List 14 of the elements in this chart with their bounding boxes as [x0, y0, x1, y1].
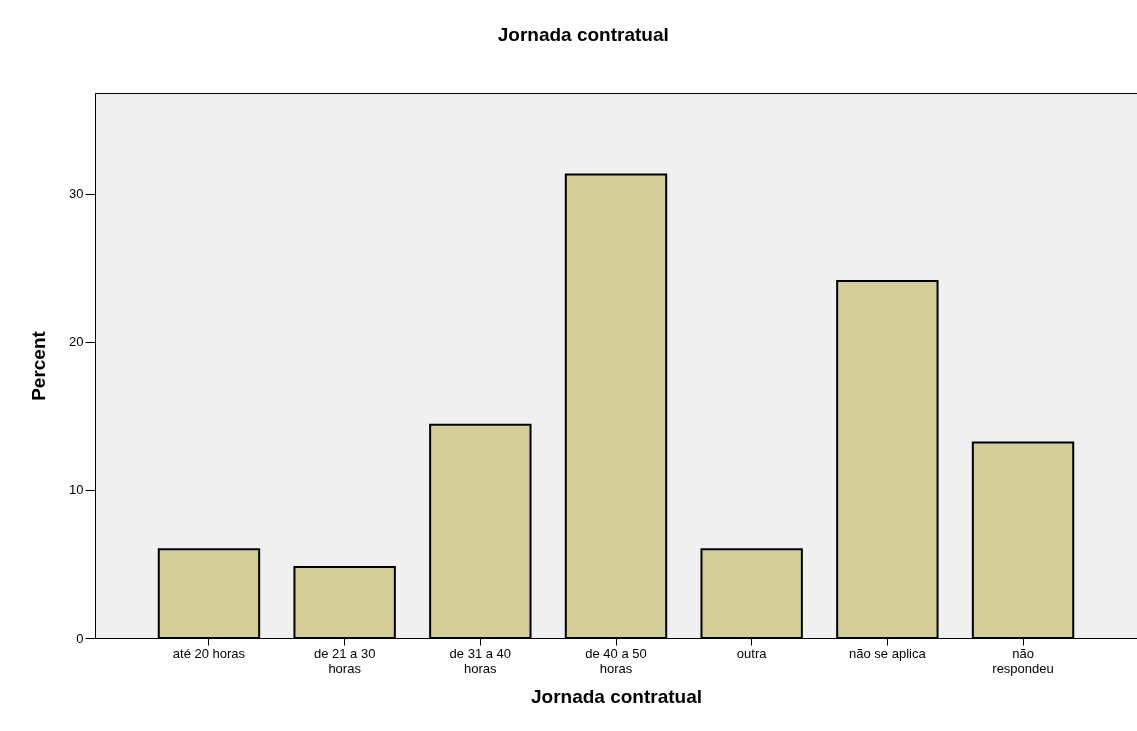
x-tick-label: de 21 a 30 horas	[313, 645, 376, 676]
x-tick-label: não se aplica	[849, 645, 927, 661]
x-tick-label: de 40 a 50 horas	[585, 645, 647, 676]
y-tick-label: 10	[69, 482, 84, 498]
y-tick-label: 20	[69, 334, 84, 350]
chart-title: Jornada contratual	[497, 24, 669, 45]
y-tick-label: 30	[69, 186, 84, 202]
x-axis-title: Jornada contratual	[530, 685, 703, 707]
x-tick-label: não respondeu	[992, 645, 1054, 676]
x-tick-label: até 20 horas	[172, 645, 246, 661]
x-tick-label: de 31 a 40 horas	[449, 645, 512, 676]
x-tick-label: outra	[736, 645, 768, 661]
y-axis-title: Percent	[28, 330, 50, 401]
y-tick-label: 0	[76, 630, 84, 646]
